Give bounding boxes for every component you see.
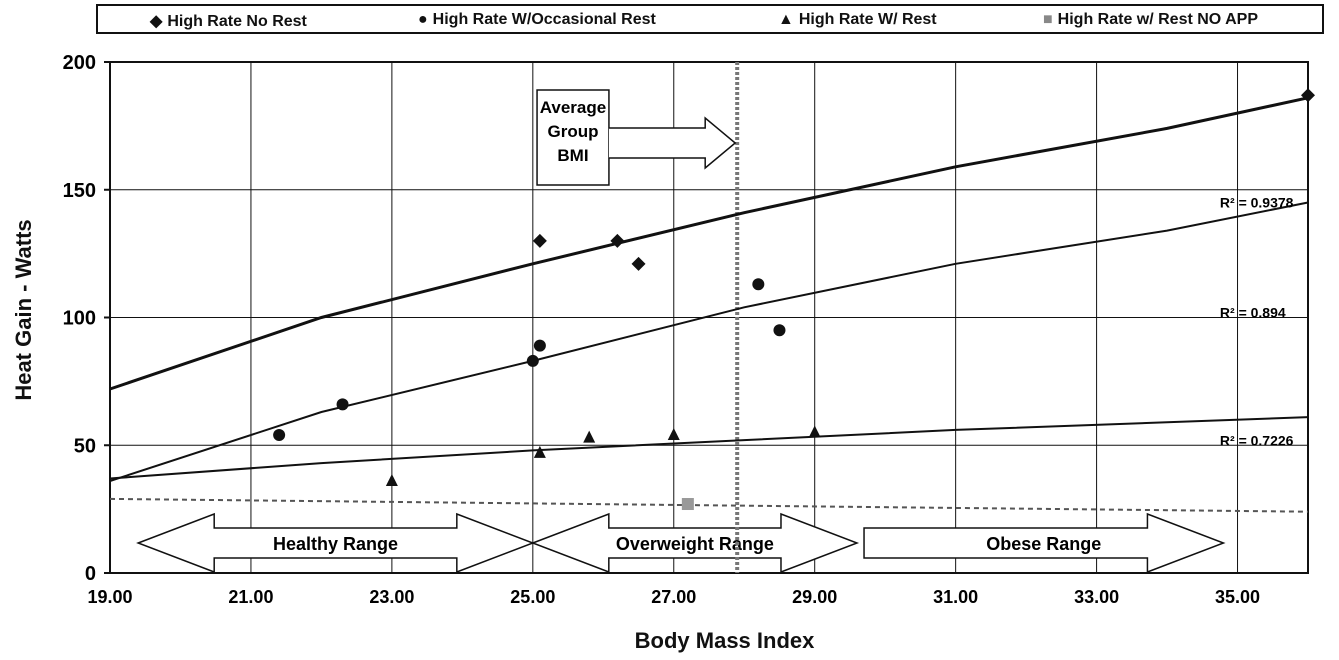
diamond-icon: ◆ (150, 13, 163, 30)
point-occasional-rest (273, 429, 286, 442)
r-squared-label: R² = 0.7226 (1220, 432, 1294, 448)
healthy-range-arrow-label: Healthy Range (273, 534, 398, 554)
overweight-range-arrow (530, 512, 860, 574)
point-rest (667, 428, 680, 441)
triangle-icon: ▲ (778, 11, 794, 28)
x-tick-label: 27.00 (651, 587, 696, 607)
x-tick-label: 25.00 (510, 587, 555, 607)
x-tick-label: 23.00 (369, 587, 414, 607)
point-rest (385, 474, 398, 487)
point-no-rest (532, 233, 547, 248)
point-occasional-rest (773, 324, 786, 337)
trendline-1 (109, 96, 1309, 391)
average-bmi-arrow (608, 116, 737, 170)
point-occasional-rest (336, 398, 349, 411)
trendline-4 (109, 497, 1309, 513)
point-no-rest (631, 256, 646, 271)
obese-range-arrow (863, 512, 1226, 574)
r-squared-label: R² = 0.9378 (1220, 195, 1294, 211)
average-bmi-label: Average (540, 98, 606, 117)
trendline-2 (109, 201, 1309, 482)
point-occasional-rest (752, 278, 765, 291)
average-bmi-label: Group (547, 122, 598, 141)
y-tick-label: 50 (74, 435, 96, 457)
average-bmi-label: BMI (557, 146, 588, 165)
average-bmi-box (536, 89, 610, 186)
obese-range-arrow-label: Obese Range (986, 534, 1101, 554)
chart-area: 19.00 21.00 23.00 25.00 27.00 29.00 31.00 33.00… (63, 52, 1315, 607)
x-tick-label: 19.00 (87, 587, 132, 607)
legend-item-no-rest: ◆ High Rate No Rest (150, 13, 307, 30)
square-icon: ■ (1043, 11, 1053, 28)
point-occasional-rest (526, 354, 539, 367)
legend: ◆ High Rate No Rest ● High Rate W/Occasion… (96, 4, 1324, 34)
point-rest (808, 425, 821, 438)
x-tick-label: 31.00 (933, 587, 978, 607)
legend-item-no-app: ■ High Rate w/ Rest NO APP (1043, 11, 1258, 28)
x-tick-label: 35.00 (1215, 587, 1260, 607)
legend-item-occasional-rest: ● High Rate W/Occasional Rest (418, 11, 656, 28)
point-occasional-rest (533, 339, 546, 352)
point-rest (533, 445, 546, 458)
point-no-app (681, 498, 694, 511)
overweight-range-arrow-label: Overweight Range (616, 534, 774, 554)
point-no-rest (610, 233, 625, 248)
point-rest (583, 430, 596, 443)
point-no-rest (1301, 88, 1315, 103)
x-tick-label: 33.00 (1074, 587, 1119, 607)
x-tick-label: 21.00 (228, 587, 273, 607)
y-tick-label: 200 (63, 52, 96, 74)
y-tick-label: 100 (63, 308, 96, 330)
legend-item-rest: ▲ High Rate W/ Rest (778, 11, 937, 28)
circle-icon: ● (418, 11, 428, 28)
y-tick-label: 0 (85, 563, 96, 585)
x-axis-label: Body Mass Index (634, 628, 815, 653)
y-tick-label: 150 (63, 180, 96, 202)
r-squared-label: R² = 0.894 (1220, 305, 1286, 321)
x-tick-label: 29.00 (792, 587, 837, 607)
trendline-3 (109, 416, 1309, 480)
